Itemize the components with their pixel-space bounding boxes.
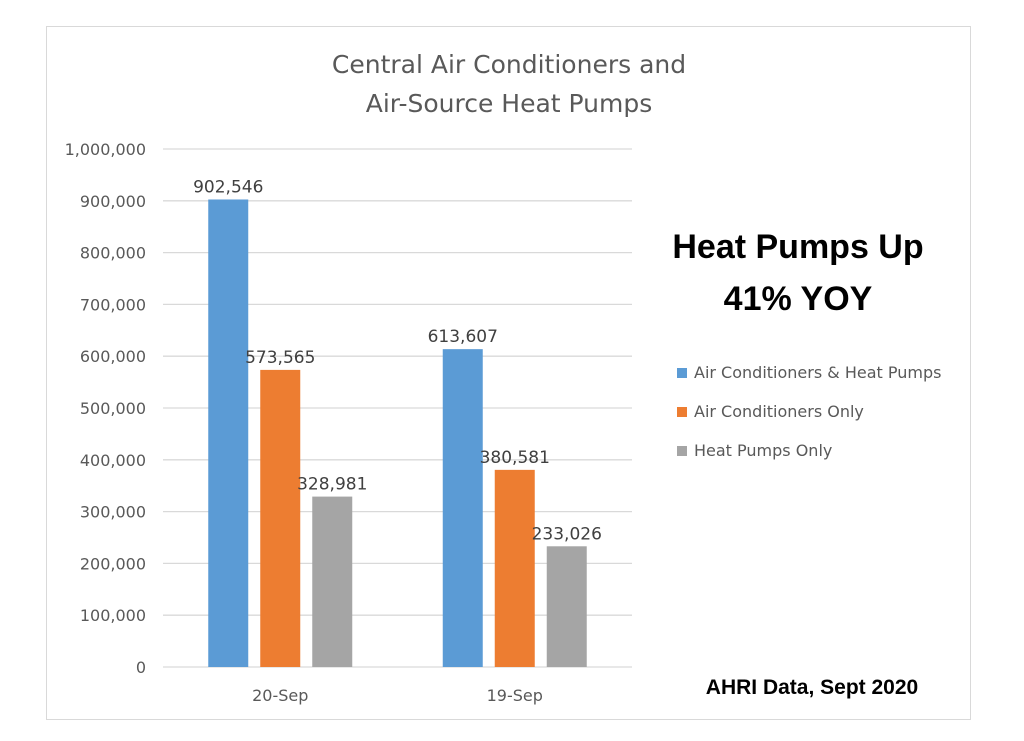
data-label: 328,981 — [297, 475, 367, 495]
bar — [312, 496, 353, 667]
x-tick-label: 20-Sep — [252, 686, 308, 705]
legend-label: Air Conditioners & Heat Pumps — [694, 363, 941, 382]
bar — [494, 469, 535, 667]
y-tick-label: 500,000 — [80, 399, 146, 418]
data-label: 902,546 — [193, 177, 263, 197]
data-labels: 902,546 573,565 328,981 613,607 380,581 233,0… — [193, 177, 602, 544]
chart-title-line-2: Air-Source Heat Pumps — [366, 89, 653, 118]
x-axis: 20-Sep 19-Sep — [252, 686, 543, 705]
legend-swatch — [677, 407, 687, 417]
legend-label: Heat Pumps Only — [694, 441, 832, 460]
data-label: 573,565 — [245, 348, 315, 368]
y-tick-label: 800,000 — [80, 244, 146, 263]
data-label: 233,026 — [532, 524, 602, 544]
y-tick-label: 400,000 — [80, 451, 146, 470]
bar — [546, 546, 587, 667]
chart-title-line-1: Central Air Conditioners and — [332, 50, 686, 79]
x-tick-label: 19-Sep — [487, 686, 543, 705]
y-tick-label: 900,000 — [80, 192, 146, 211]
chart-title: Central Air Conditioners and Air-Source … — [332, 50, 686, 118]
legend-label: Air Conditioners Only — [694, 402, 864, 421]
y-tick-label: 200,000 — [80, 554, 146, 573]
bar — [208, 199, 249, 667]
y-axis: 0 100,000 200,000 300,000 400,000 500,000 600,… — [65, 140, 146, 677]
y-tick-label: 1,000,000 — [65, 140, 146, 159]
data-label: 613,607 — [428, 327, 498, 347]
legend: Air Conditioners & Heat Pumps Air Conditi… — [677, 363, 941, 460]
callout: Heat Pumps Up 41% YOY — [672, 228, 923, 318]
y-tick-label: 700,000 — [80, 295, 146, 314]
y-tick-label: 100,000 — [80, 606, 146, 625]
y-tick-label: 300,000 — [80, 503, 146, 522]
legend-swatch — [677, 446, 687, 456]
legend-swatch — [677, 368, 687, 378]
bar — [442, 349, 483, 667]
callout-line-2: 41% YOY — [724, 280, 873, 318]
y-tick-label: 0 — [136, 658, 146, 677]
bars — [208, 199, 587, 667]
callout-line-1: Heat Pumps Up — [672, 228, 923, 266]
source-note: AHRI Data, Sept 2020 — [706, 676, 918, 699]
y-tick-label: 600,000 — [80, 347, 146, 366]
bar — [260, 369, 301, 667]
data-label: 380,581 — [480, 448, 550, 468]
